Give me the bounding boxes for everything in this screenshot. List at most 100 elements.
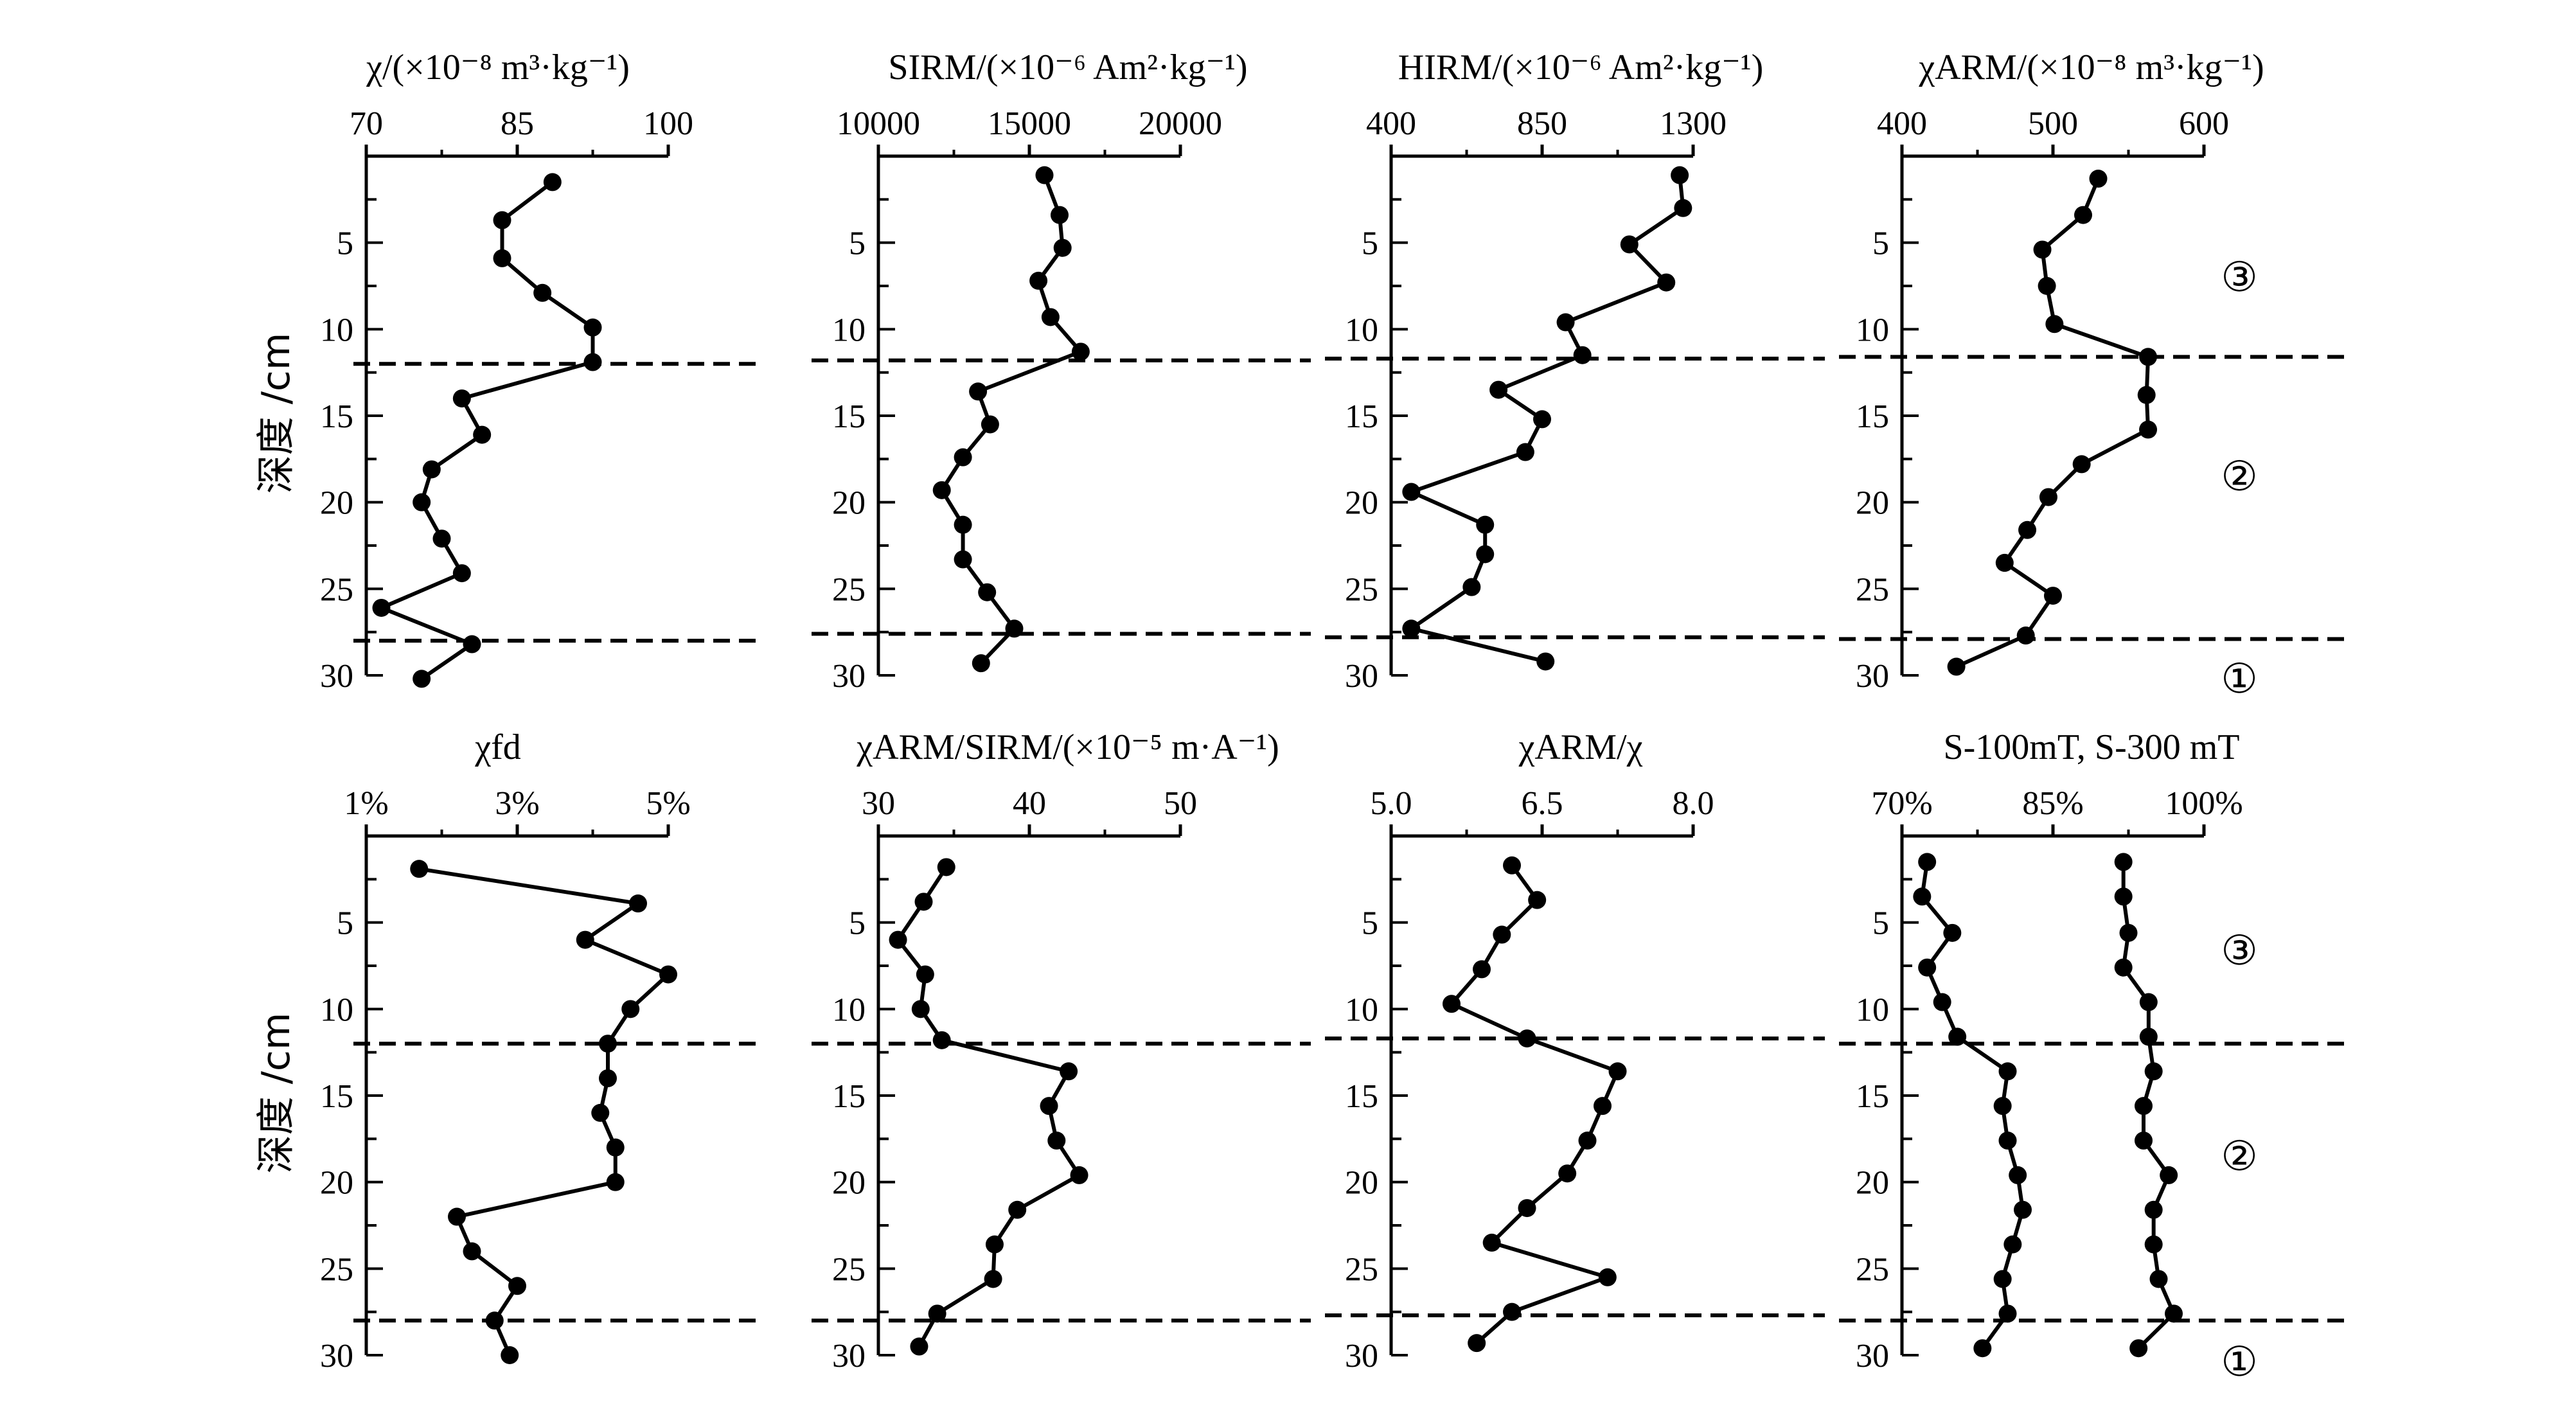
data-point bbox=[1071, 342, 1090, 361]
data-point bbox=[2039, 488, 2057, 506]
y-tick-label: 10 bbox=[320, 991, 353, 1028]
data-point bbox=[928, 1304, 946, 1323]
data-point bbox=[2003, 1235, 2022, 1254]
y-tick-label: 30 bbox=[832, 1338, 866, 1374]
y-tick-label: 10 bbox=[320, 312, 353, 348]
panel-title: S-100mT, S-300 mT bbox=[1944, 727, 2240, 767]
x-tick-label: 500 bbox=[2028, 105, 2078, 142]
data-point bbox=[1998, 1304, 2017, 1323]
data-point bbox=[1518, 1199, 1536, 1218]
data-point bbox=[1476, 515, 1495, 534]
data-point bbox=[659, 965, 677, 984]
data-point bbox=[463, 1242, 481, 1261]
panel-7: 5.0 6.5 8.0 5 10 15 20 25 30 χARM/χ bbox=[1325, 727, 1825, 1374]
y-tick-label: 10 bbox=[832, 991, 866, 1028]
data-point bbox=[1518, 1029, 1536, 1048]
x-tick-label: 400 bbox=[1877, 105, 1927, 142]
zone-label: ③ bbox=[2221, 927, 2257, 975]
data-point bbox=[2135, 1132, 2153, 1150]
data-point bbox=[508, 1277, 526, 1295]
data-point bbox=[1528, 891, 1547, 909]
data-point bbox=[1040, 1097, 1058, 1115]
data-point bbox=[954, 448, 972, 467]
data-point bbox=[1008, 1200, 1027, 1219]
data-point bbox=[985, 1235, 1004, 1254]
data-point bbox=[984, 1270, 1002, 1288]
data-point bbox=[889, 930, 907, 949]
x-tick-label: 600 bbox=[2179, 105, 2229, 142]
data-point bbox=[1998, 1062, 2017, 1081]
y-tick-label: 15 bbox=[1856, 398, 1889, 435]
data-point bbox=[1503, 1302, 1521, 1321]
y-tick-label: 15 bbox=[320, 1078, 353, 1115]
data-point bbox=[1608, 1062, 1627, 1081]
data-point bbox=[1657, 273, 1676, 292]
data-point bbox=[1973, 1339, 1992, 1358]
data-point bbox=[1913, 887, 1932, 906]
y-tick-label: 20 bbox=[1345, 485, 1378, 522]
data-point bbox=[1594, 1097, 1612, 1115]
data-point bbox=[932, 481, 951, 499]
data-point bbox=[972, 654, 990, 673]
data-point bbox=[372, 598, 391, 617]
y-tick-label: 15 bbox=[320, 398, 353, 435]
series-line-1 bbox=[1448, 864, 1621, 1345]
data-point bbox=[629, 894, 647, 913]
data-point bbox=[1933, 993, 1951, 1011]
data-point bbox=[1558, 1164, 1577, 1183]
data-point bbox=[452, 389, 471, 408]
data-point bbox=[576, 930, 594, 949]
x-tick-label: 8.0 bbox=[1673, 785, 1714, 822]
y-tick-label: 5 bbox=[1872, 226, 1889, 262]
data-point bbox=[1035, 166, 1054, 184]
data-point bbox=[1998, 1132, 2017, 1150]
data-point bbox=[463, 635, 481, 653]
y-tick-label: 25 bbox=[1856, 571, 1889, 608]
data-point bbox=[2009, 1166, 2027, 1184]
x-tick-label: 850 bbox=[1517, 105, 1567, 142]
x-tick-label: 20000 bbox=[1139, 105, 1222, 142]
data-point bbox=[914, 893, 933, 911]
y-tick-label: 20 bbox=[1345, 1165, 1378, 1202]
data-point bbox=[583, 318, 602, 337]
x-tick-label: 1300 bbox=[1660, 105, 1727, 142]
y-tick-label: 30 bbox=[1856, 658, 1889, 695]
y-tick-label: 30 bbox=[1856, 1338, 1889, 1374]
data-point bbox=[1598, 1268, 1617, 1286]
data-point bbox=[1674, 199, 1692, 217]
data-point bbox=[2139, 420, 2158, 439]
data-point bbox=[1029, 271, 1048, 290]
panel-title: χfd bbox=[474, 727, 521, 767]
data-point bbox=[1948, 1027, 1967, 1046]
data-point bbox=[1005, 619, 1024, 638]
data-point bbox=[2137, 386, 2156, 404]
y-tick-label: 20 bbox=[832, 485, 866, 522]
x-tick-label: 1% bbox=[344, 785, 388, 822]
data-point bbox=[1556, 313, 1575, 332]
y-tick-label: 15 bbox=[1345, 1078, 1378, 1115]
y-tick-label: 25 bbox=[832, 571, 866, 608]
x-tick-label: 30 bbox=[862, 785, 895, 822]
data-point bbox=[599, 1035, 617, 1053]
x-tick-label: 6.5 bbox=[1522, 785, 1563, 822]
data-point bbox=[2074, 206, 2092, 224]
y-tick-label: 25 bbox=[1345, 571, 1378, 608]
y-tick-label: 5 bbox=[1362, 226, 1378, 262]
data-point bbox=[2033, 240, 2052, 259]
data-point bbox=[533, 283, 552, 302]
data-point bbox=[954, 550, 972, 569]
y-tick-label: 15 bbox=[832, 398, 866, 435]
data-point bbox=[1516, 443, 1534, 461]
panel-title: χARM/SIRM/(×10⁻⁵ m·A⁻¹) bbox=[856, 727, 1279, 767]
data-point bbox=[2038, 277, 2056, 295]
y-tick-label: 15 bbox=[1856, 1078, 1889, 1115]
y-tick-label: 5 bbox=[1872, 905, 1889, 942]
y-axis-label: 深度 /cm bbox=[254, 1013, 299, 1174]
panel-title: HIRM/(×10⁻⁶ Am²·kg⁻¹) bbox=[1398, 48, 1763, 87]
panel-5: 1% 3% 5% 5 10 15 20 25 30 χfd bbox=[320, 727, 765, 1374]
panel-4: 400 500 600 5 10 15 20 25 30 χARM/(×10⁻⁸ m³·kg⁻¹) bbox=[1839, 48, 2352, 695]
panel-title: χARM/(×10⁻⁸ m³·kg⁻¹) bbox=[1918, 48, 2264, 87]
series-line-1 bbox=[418, 867, 672, 1356]
data-point bbox=[2149, 1270, 2168, 1288]
